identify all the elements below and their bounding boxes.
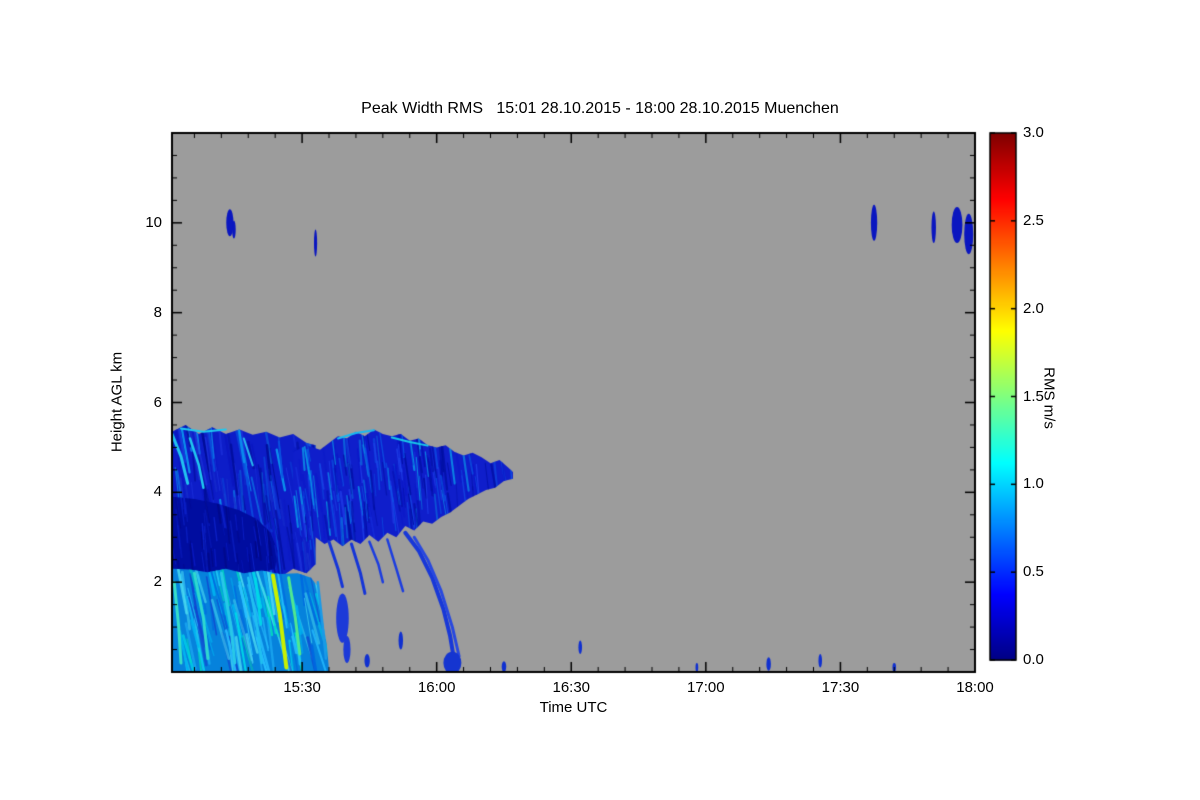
x-tick-label: 16:30 <box>552 679 591 696</box>
x-tick-label: 15:30 <box>283 679 321 696</box>
colorbar-tick-label: 0.5 <box>1023 563 1044 581</box>
colorbar-tick-label: 3.0 <box>1023 124 1044 141</box>
y-tick-label: 10 <box>145 213 162 231</box>
x-tick-label: 18:00 <box>956 679 994 696</box>
colorbar-tick-label: 1.0 <box>1023 475 1044 493</box>
x-tick-label: 16:00 <box>417 679 456 696</box>
colorbar-tick-label: 1.5 <box>1023 387 1044 405</box>
chart-title: Peak Width RMS 15:01 28.10.2015 - 18:00 … <box>361 100 839 117</box>
x-tick-label: 17:00 <box>687 679 725 696</box>
colorbar-tick-label: 2.5 <box>1023 211 1044 229</box>
y-tick-label: 8 <box>153 303 162 321</box>
y-tick-label: 4 <box>153 483 162 501</box>
colorbar-tick-label: 0.0 <box>1023 651 1044 668</box>
colorbar-tick-label: 2.0 <box>1023 299 1044 317</box>
x-tick-label: 17:30 <box>821 679 860 696</box>
y-tick-label: 2 <box>153 573 162 591</box>
y-tick-label: 6 <box>153 393 162 411</box>
x-axis-label: Time UTC <box>539 699 608 716</box>
